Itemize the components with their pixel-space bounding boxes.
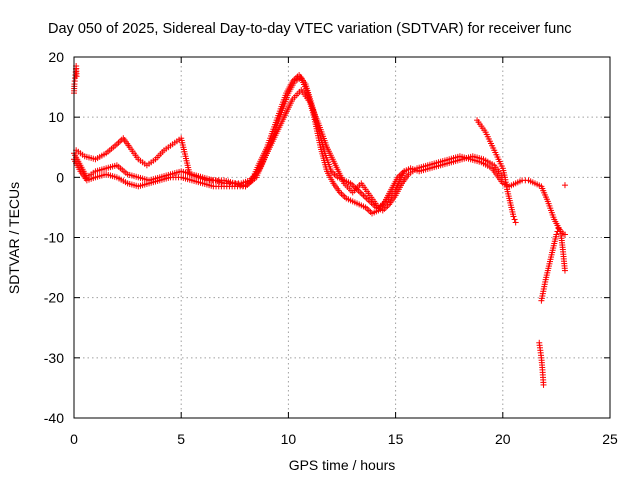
y-tick-label: 20 [48,49,64,65]
data-point [73,73,80,80]
data-point [401,168,408,175]
y-tick-label: -30 [44,350,64,366]
series-trace-b [71,75,506,217]
x-axis-ticks: 0 5 10 15 20 25 [70,57,618,447]
data-point [540,381,547,388]
data-point [512,219,519,226]
y-axis-label: SDTVAR / TECUs [6,182,22,294]
y-tick-label: -40 [44,410,64,426]
x-axis-label: GPS time / hours [289,457,396,473]
x-tick-label: 25 [602,431,618,447]
x-tick-label: 15 [388,431,404,447]
grid-lines [74,57,610,418]
data-point [561,267,568,274]
x-tick-label: 10 [281,431,297,447]
x-tick-label: 20 [495,431,511,447]
chart-title: Day 050 of 2025, Sidereal Day-to-day VTE… [48,21,572,37]
y-tick-label: 0 [56,169,64,185]
data-point [553,231,560,238]
data-point [561,182,568,189]
series-trace-d [474,117,519,226]
series-trace-f [536,339,547,388]
y-tick-label: 10 [48,109,64,125]
x-tick-label: 0 [70,431,78,447]
data-point [555,225,562,232]
x-tick-label: 5 [177,431,185,447]
data-point [510,213,517,220]
y-tick-label: -20 [44,290,64,306]
data-point [511,216,518,223]
series-trace-e [538,225,568,304]
y-axis-ticks: -40 -30 -20 -10 0 10 20 [44,49,610,426]
data-points [71,63,568,388]
series-trace-c [73,87,408,211]
y-tick-label: -10 [44,230,64,246]
data-point [561,231,568,238]
